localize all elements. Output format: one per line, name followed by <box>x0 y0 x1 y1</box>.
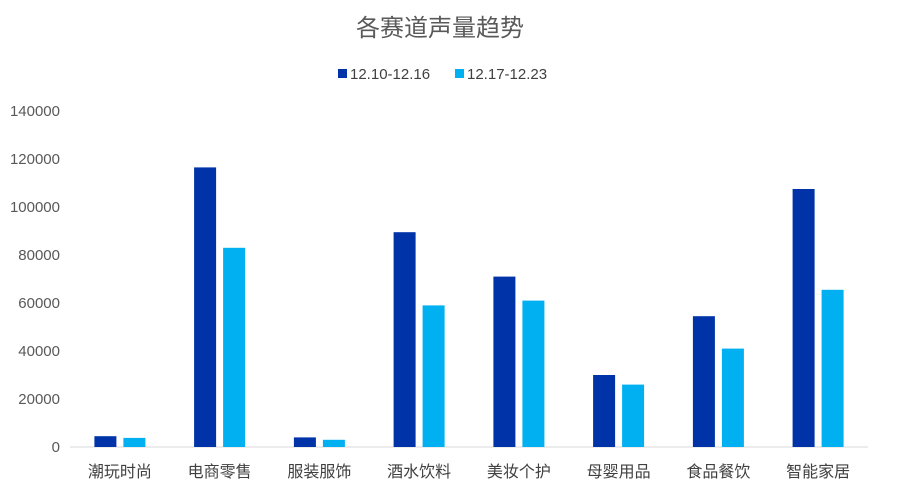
x-tick-label: 美妆个护 <box>487 462 551 481</box>
legend-swatch-series-1 <box>338 69 347 78</box>
bar-series-1-母婴用品 <box>593 375 616 447</box>
y-tick-label: 0 <box>52 439 60 456</box>
y-tick-label: 100000 <box>10 199 60 216</box>
bar-series-2-潮玩时尚 <box>123 437 146 447</box>
bar-series-1-潮玩时尚 <box>94 436 117 447</box>
y-axis-ticks: 0 20000 40000 60000 80000 100000 120000 140000 <box>10 103 60 456</box>
x-axis-labels: 潮玩时尚 电商零售 服装服饰 酒水饮料 美妆个护 母婴用品 食品餐饮 智能家居 <box>88 462 850 481</box>
x-tick-label: 智能家居 <box>786 462 850 481</box>
y-tick-label: 20000 <box>18 391 60 408</box>
x-tick-label: 酒水饮料 <box>387 462 451 481</box>
bar-series-2-母婴用品 <box>622 384 645 447</box>
y-tick-label: 40000 <box>18 343 60 360</box>
x-tick-label: 潮玩时尚 <box>88 462 152 481</box>
x-tick-label: 母婴用品 <box>587 462 651 481</box>
x-tick-label: 食品餐饮 <box>686 462 750 481</box>
bar-series-1-食品餐饮 <box>692 316 715 447</box>
bar-series-2-食品餐饮 <box>721 348 744 447</box>
bar-series-2-智能家居 <box>821 289 844 447</box>
y-tick-label: 60000 <box>18 295 60 312</box>
bars <box>94 167 844 447</box>
legend-swatch-series-2 <box>455 69 464 78</box>
bar-series-1-服装服饰 <box>293 437 316 447</box>
y-tick-label: 80000 <box>18 247 60 264</box>
bar-series-2-美妆个护 <box>522 300 545 447</box>
x-tick-label: 服装服饰 <box>287 462 351 481</box>
legend-label-series-1: 12.10-12.16 <box>350 66 430 83</box>
bar-series-1-酒水饮料 <box>393 232 416 447</box>
bar-series-2-酒水饮料 <box>422 305 445 447</box>
bar-series-1-美妆个护 <box>493 276 516 447</box>
legend: 12.10-12.16 12.17-12.23 <box>338 66 547 83</box>
bar-series-1-智能家居 <box>792 189 815 447</box>
bar-series-2-电商零售 <box>223 247 246 447</box>
bar-series-1-电商零售 <box>194 167 217 447</box>
y-tick-label: 120000 <box>10 151 60 168</box>
y-tick-label: 140000 <box>10 103 60 120</box>
x-tick-label: 电商零售 <box>188 462 252 481</box>
chart-title: 各赛道声量趋势 <box>356 14 524 42</box>
legend-label-series-2: 12.17-12.23 <box>467 66 547 83</box>
bar-series-2-服装服饰 <box>322 439 345 447</box>
